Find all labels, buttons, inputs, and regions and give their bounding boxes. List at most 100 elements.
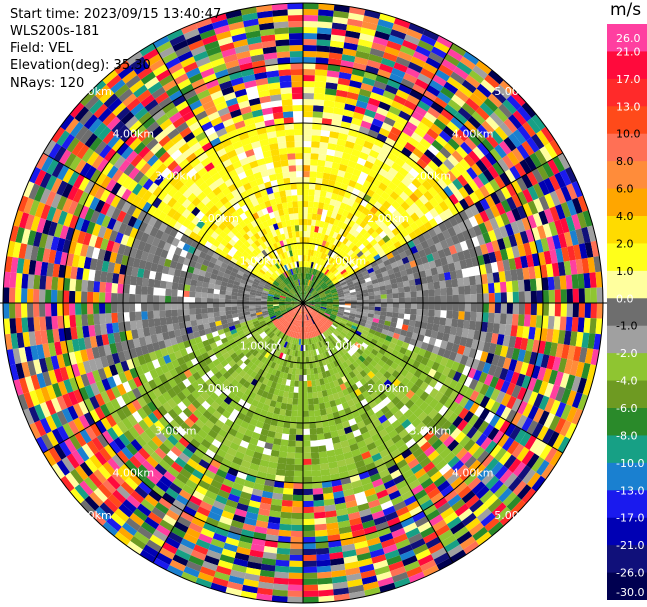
velocity-gate: [245, 281, 253, 287]
velocity-gate: [311, 256, 316, 263]
velocity-gate: [89, 409, 101, 423]
velocity-gate: [27, 303, 34, 318]
velocity-gate: [299, 362, 303, 369]
velocity-gate: [308, 305, 314, 309]
velocity-gate: [162, 542, 178, 555]
velocity-gate: [317, 439, 326, 447]
velocity-gate: [102, 521, 118, 537]
velocity-gate: [417, 494, 431, 506]
velocity-gate: [305, 292, 309, 298]
velocity-gate: [121, 405, 132, 418]
velocity-gate: [9, 364, 19, 381]
velocity-gate: [217, 343, 226, 351]
velocity-gate: [308, 280, 312, 287]
velocity-gate: [529, 278, 537, 292]
velocity-gate: [516, 268, 524, 281]
velocity-gate: [319, 408, 327, 416]
velocity-gate: [291, 299, 298, 302]
velocity-gate: [195, 464, 207, 475]
velocity-gate: [329, 217, 336, 225]
velocity-gate: [542, 223, 553, 238]
velocity-gate: [343, 380, 351, 389]
velocity-gate: [313, 269, 318, 276]
velocity-gate: [203, 323, 211, 330]
velocity-gate: [332, 346, 339, 354]
velocity-gate: [381, 433, 392, 444]
velocity-gate: [226, 581, 244, 591]
velocity-gate: [374, 298, 382, 303]
velocity-gate: [303, 308, 306, 315]
velocity-gate: [220, 285, 227, 291]
velocity-gate: [325, 516, 338, 524]
velocity-gate: [372, 559, 389, 570]
velocity-gate: [337, 390, 345, 399]
velocity-gate: [326, 522, 339, 530]
velocity-gate: [453, 190, 464, 202]
velocity-gate: [431, 361, 440, 372]
velocity-gate: [452, 371, 462, 382]
velocity-gate: [554, 371, 564, 387]
velocity-gate: [296, 320, 300, 327]
velocity-gate: [427, 450, 440, 462]
velocity-gate: [511, 280, 519, 292]
velocity-gate: [338, 276, 345, 282]
velocity-gate: [337, 207, 345, 216]
velocity-gate: [401, 275, 409, 282]
velocity-gate: [199, 566, 216, 577]
velocity-gate: [156, 552, 173, 565]
velocity-gate: [424, 384, 434, 395]
velocity-gate: [82, 232, 92, 246]
velocity-gate: [97, 367, 107, 381]
velocity-gate: [339, 383, 347, 391]
velocity-gate: [299, 314, 302, 321]
velocity-gate: [329, 400, 337, 408]
velocity-gate: [172, 554, 189, 567]
velocity-gate: [445, 170, 457, 183]
velocity-gate: [308, 195, 315, 202]
velocity-gate: [67, 171, 80, 186]
velocity-gate: [338, 163, 348, 172]
velocity-gate: [93, 313, 101, 325]
velocity-gate: [307, 213, 313, 220]
velocity-gate: [417, 100, 431, 112]
velocity-gate: [215, 320, 222, 327]
velocity-gate: [51, 276, 59, 291]
velocity-gate: [342, 288, 350, 293]
velocity-gate: [158, 373, 168, 384]
velocity-gate: [346, 320, 354, 325]
velocity-gate: [359, 362, 367, 370]
velocity-gate: [122, 213, 132, 225]
velocity-gate: [443, 511, 459, 525]
velocity-gate: [69, 488, 85, 504]
velocity-gate: [218, 303, 226, 308]
velocity-gate: [126, 390, 137, 402]
velocity-gate: [289, 349, 293, 356]
velocity-gate: [401, 324, 409, 331]
velocity-gate: [280, 294, 287, 298]
velocity-gate: [571, 214, 582, 230]
velocity-gate: [226, 318, 234, 324]
velocity-gate: [408, 427, 420, 439]
velocity-gate: [426, 253, 435, 263]
velocity-gate: [522, 326, 530, 339]
velocity-gate: [337, 169, 346, 178]
velocity-gate: [45, 289, 52, 303]
velocity-gate: [420, 95, 434, 107]
velocity-gate: [273, 298, 280, 301]
velocity-gate: [383, 479, 396, 490]
velocity-gate: [344, 276, 352, 282]
velocity-gate: [375, 379, 384, 388]
velocity-gate: [411, 332, 419, 341]
velocity-gate: [367, 378, 376, 387]
velocity-gate: [268, 424, 277, 433]
velocity-gate: [559, 275, 567, 290]
velocity-gate: [391, 419, 402, 430]
velocity-gate: [406, 566, 423, 578]
velocity-gate: [82, 325, 90, 338]
velocity-gate: [365, 264, 373, 271]
velocity-gate: [384, 458, 396, 469]
velocity-gate: [198, 346, 207, 355]
velocity-gate: [393, 577, 411, 589]
velocity-gate: [375, 272, 383, 279]
velocity-gate: [471, 481, 486, 495]
